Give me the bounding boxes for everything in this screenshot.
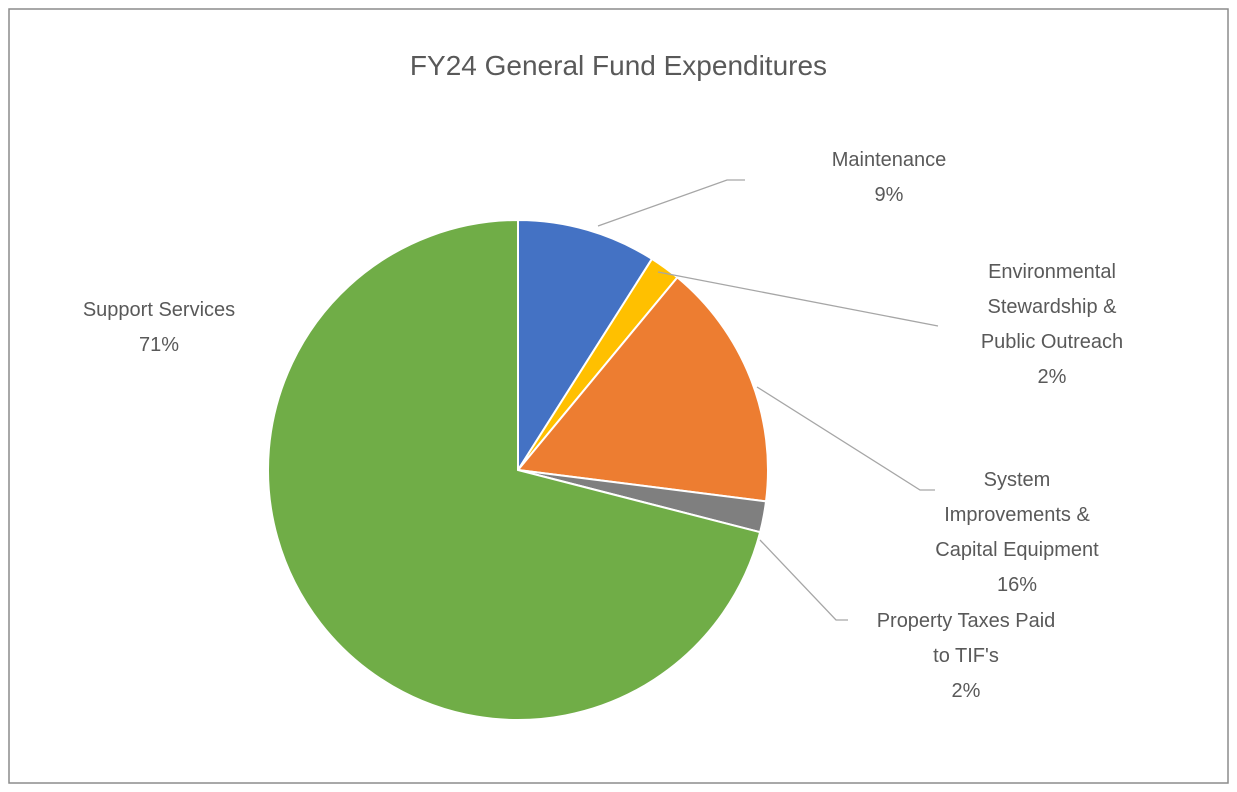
leader-lines (597, 179, 939, 621)
leader-line (657, 271, 939, 327)
category-label: Maintenance (831, 149, 947, 171)
pie-slice (516, 275, 769, 503)
category-label: Environmental Stewardship & Public Outre… (980, 261, 1124, 353)
data-label: System Improvements & Capital Equipment 1… (922, 463, 1112, 603)
leader-line (759, 539, 848, 621)
pie-slice (267, 218, 762, 721)
value-label: 2% (1037, 366, 1067, 388)
data-label: Property Taxes Paid to TIF's 2% (870, 604, 1062, 709)
category-label: Support Services (82, 299, 236, 321)
value-label: 2% (951, 680, 981, 702)
pie (267, 218, 769, 721)
leader-line (756, 386, 935, 491)
leader-line (597, 179, 745, 227)
data-label: Environmental Stewardship & Public Outre… (967, 255, 1137, 395)
data-label: Support Services 71% (49, 293, 269, 363)
category-label: System Improvements & Capital Equipment (935, 469, 1099, 561)
pie-slice (517, 218, 654, 474)
chart-title: FY24 General Fund Expenditures (409, 50, 828, 81)
value-label: 16% (996, 574, 1038, 596)
value-label: 71% (138, 334, 180, 356)
category-label: Property Taxes Paid to TIF's (876, 610, 1056, 667)
data-label: Maintenance 9% (789, 143, 989, 213)
value-label: 9% (874, 184, 904, 206)
